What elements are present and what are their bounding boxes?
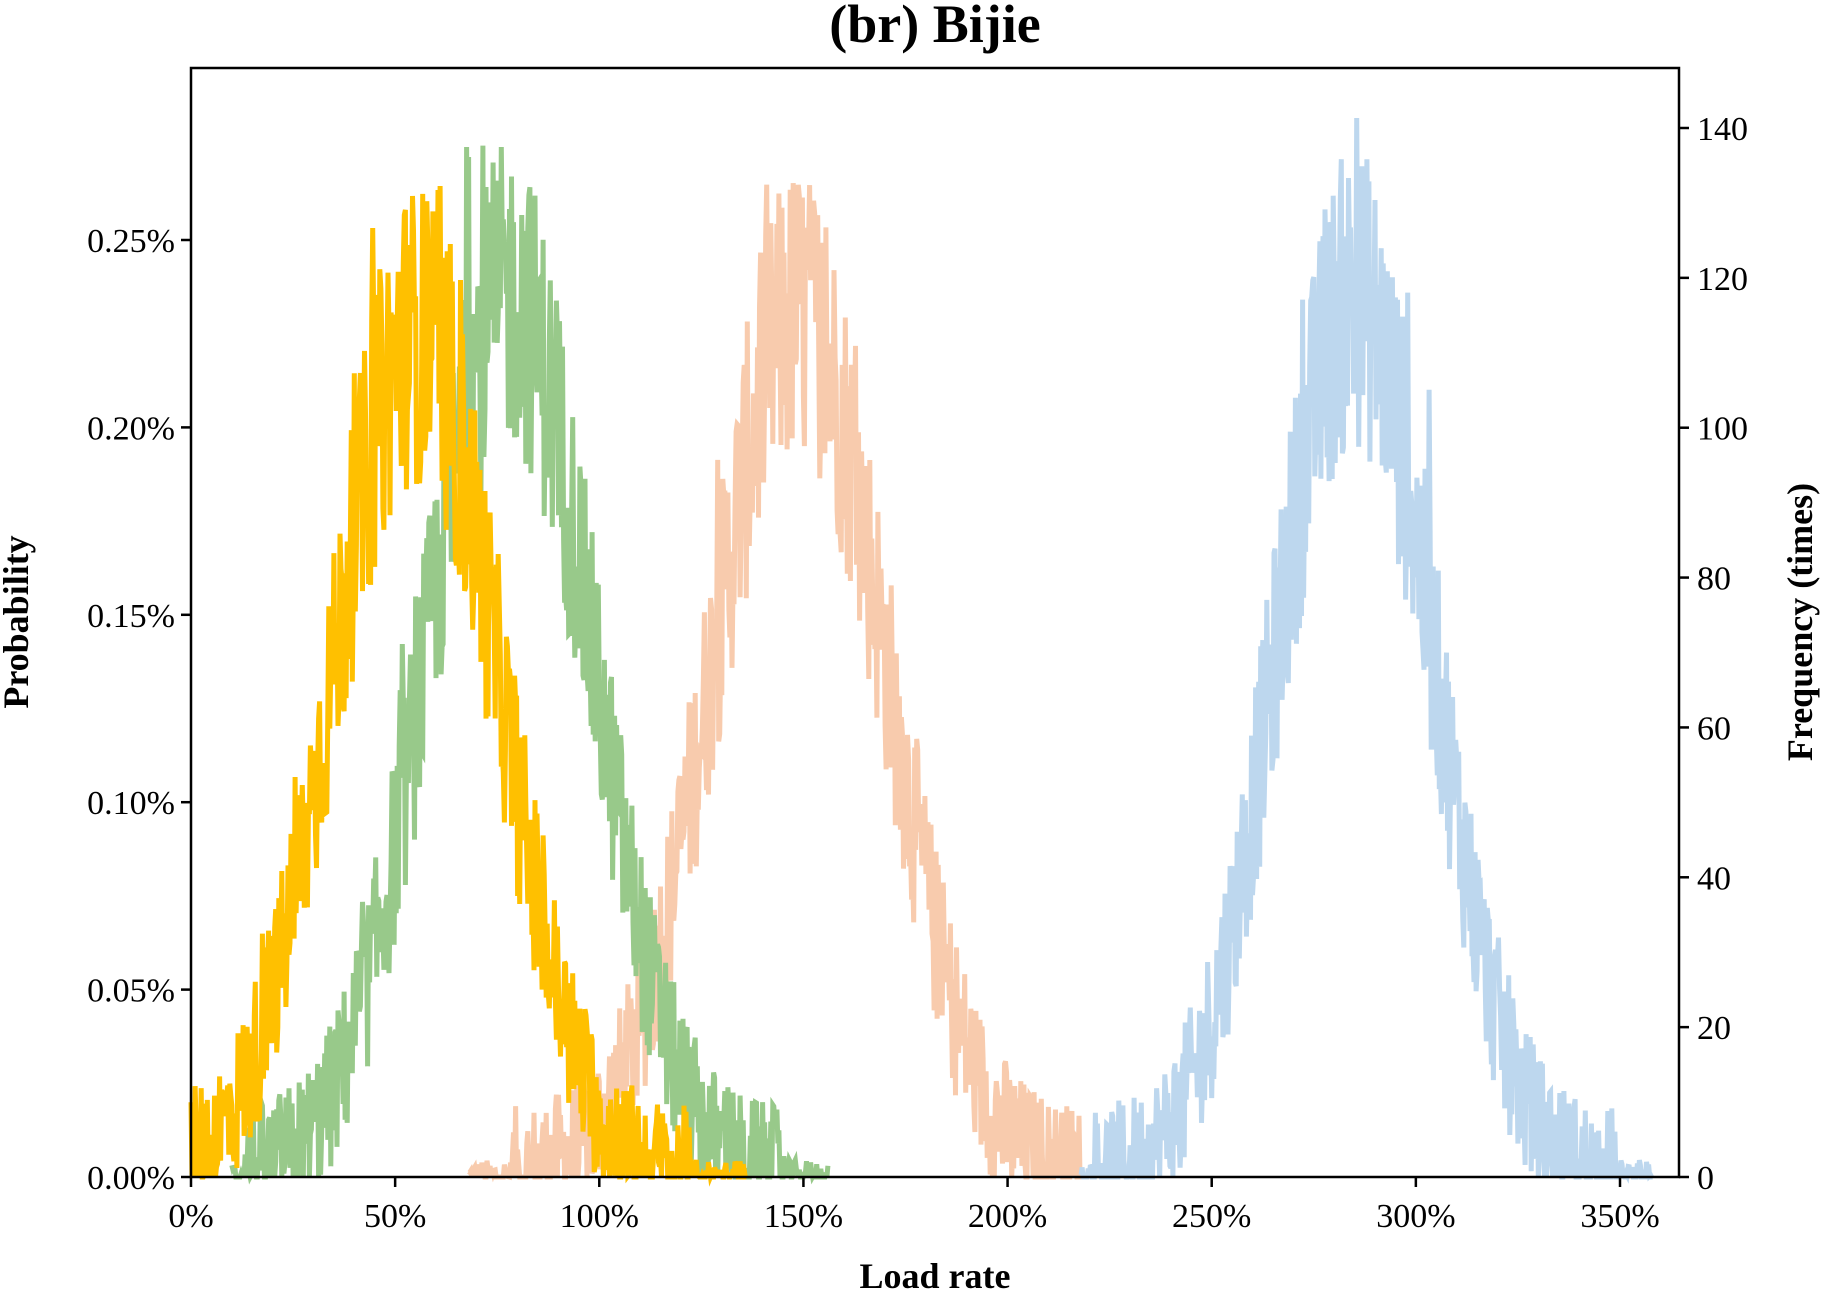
y-tick-label: 0.05%	[87, 973, 175, 1010]
y-axis-label: Probability	[0, 535, 36, 708]
y-right-tick-label: 120	[1697, 261, 1748, 298]
y-right-tick-label: 40	[1697, 860, 1731, 897]
y-right-tick-label: 20	[1697, 1010, 1731, 1047]
y-axis-right-label: Frequency (times)	[1780, 483, 1820, 761]
series-line	[467, 183, 1083, 1183]
plot-frame	[189, 66, 1681, 1179]
x-tick-label: 200%	[968, 1198, 1047, 1235]
chart-title: (br) Bijie	[829, 0, 1040, 54]
x-tick-label: 0%	[168, 1198, 213, 1235]
y-right-tick-label: 140	[1697, 111, 1748, 148]
y-right-tick-label: 80	[1697, 561, 1731, 598]
x-tick-label: 350%	[1580, 1198, 1659, 1235]
series-line	[188, 185, 748, 1187]
x-tick-label: 50%	[364, 1198, 426, 1235]
y-axis-right: 0 20 40 60 80 100 120 140	[1679, 111, 1748, 1197]
y-right-tick-label: 100	[1697, 411, 1748, 448]
x-tick-label: 150%	[764, 1198, 843, 1235]
x-tick-label: 250%	[1172, 1198, 1251, 1235]
series-layer	[188, 117, 1654, 1187]
y-right-tick-label: 0	[1697, 1160, 1714, 1197]
series-line	[229, 145, 831, 1185]
x-axis-label: Load rate	[860, 1256, 1011, 1296]
x-tick-label: 300%	[1376, 1198, 1455, 1235]
y-axis-left: 0.00% 0.05% 0.10% 0.15% 0.20% 0.25%	[87, 223, 191, 1197]
y-tick-label: 0.00%	[87, 1160, 175, 1197]
x-axis: 0% 50% 100% 150% 200% 250% 300% 350%	[168, 1177, 1660, 1235]
y-tick-label: 0.25%	[87, 223, 175, 260]
y-tick-label: 0.10%	[87, 785, 175, 822]
x-tick-label: 100%	[560, 1198, 639, 1235]
y-tick-label: 0.15%	[87, 598, 175, 635]
y-right-tick-label: 60	[1697, 710, 1731, 747]
series-line	[1078, 117, 1654, 1184]
y-tick-label: 0.20%	[87, 410, 175, 447]
